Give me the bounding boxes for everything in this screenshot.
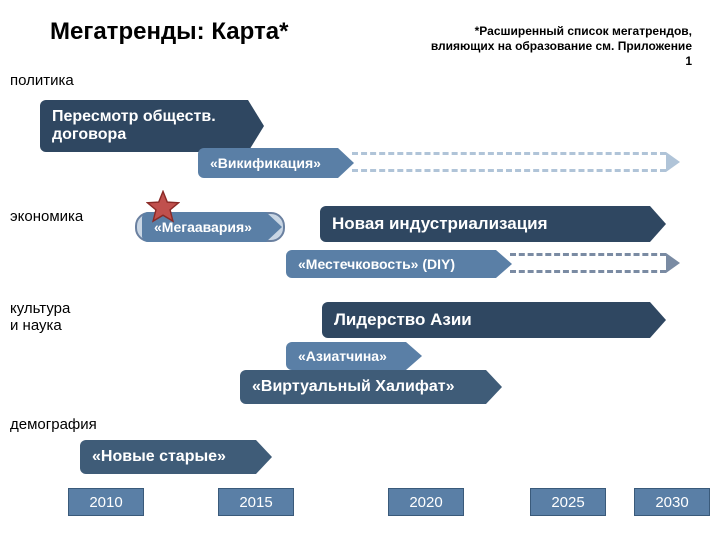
category-economy: экономика	[10, 208, 83, 225]
arrow-revision: Пересмотр обществ. договора	[40, 100, 248, 152]
arrow-industrial-label: Новая индустриализация	[332, 214, 548, 234]
wiki-dash-arrow	[352, 152, 666, 172]
arrow-revision-label: Пересмотр обществ. договора	[52, 108, 248, 145]
arrow-asia: Лидерство Азии	[322, 302, 650, 338]
year-0: 2010	[68, 488, 144, 516]
arrow-elders-label: «Новые старые»	[92, 448, 226, 466]
arrow-wiki: «Викификация»	[198, 148, 338, 178]
timeline-years: 2010 2015 2020 2025 2030	[0, 488, 720, 524]
arrow-industrial: Новая индустриализация	[320, 206, 650, 242]
category-culture: культура и наука	[10, 300, 70, 334]
arrow-asian: «Азиатчина»	[286, 342, 406, 370]
arrow-diy-label: «Местечковость» (DIY)	[298, 256, 455, 272]
year-1: 2015	[218, 488, 294, 516]
arrow-elders: «Новые старые»	[80, 440, 256, 474]
year-2: 2020	[388, 488, 464, 516]
arrow-mega-label: «Мегаавария»	[154, 219, 252, 235]
category-politics: политика	[10, 72, 74, 89]
category-demography: демография	[10, 416, 97, 433]
arrow-khalifat-label: «Виртуальный Халифат»	[252, 378, 454, 396]
year-4: 2030	[634, 488, 710, 516]
footnote: *Расширенный список мегатрендов, влияющи…	[427, 24, 692, 69]
year-3: 2025	[530, 488, 606, 516]
page-title: Мегатренды: Карта*	[50, 18, 288, 46]
diy-dash-arrow	[510, 253, 666, 273]
arrow-wiki-label: «Викификация»	[210, 155, 321, 171]
arrow-asia-label: Лидерство Азии	[334, 310, 472, 330]
arrow-diy: «Местечковость» (DIY)	[286, 250, 496, 278]
arrow-asian-label: «Азиатчина»	[298, 348, 387, 364]
arrow-khalifat: «Виртуальный Халифат»	[240, 370, 486, 404]
